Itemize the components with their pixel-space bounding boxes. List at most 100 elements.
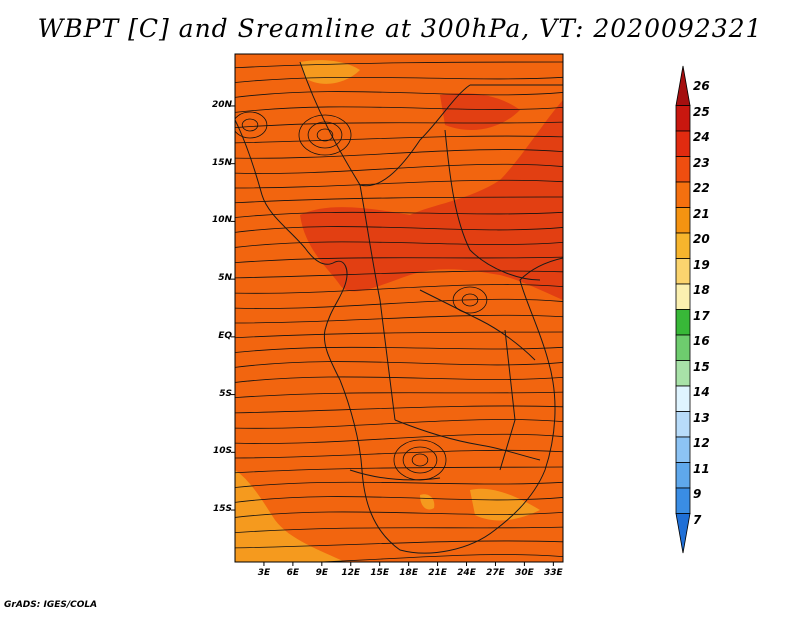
colorbar-swatch xyxy=(675,207,691,234)
streamline xyxy=(235,270,563,279)
colorbar-label: 22 xyxy=(693,181,710,195)
streamline xyxy=(235,135,563,144)
streamline-loop xyxy=(411,453,429,467)
streamline-loop xyxy=(235,111,268,139)
streamline xyxy=(235,163,563,174)
colorbar-swatch xyxy=(675,258,691,285)
streamline-loop xyxy=(307,121,343,149)
credit-text: GrADS: IGES/COLA xyxy=(4,600,98,610)
colorbar-label: 12 xyxy=(693,436,710,450)
colorbar-label: 9 xyxy=(693,487,702,501)
streamline xyxy=(235,91,563,98)
streamline-loop xyxy=(393,439,447,481)
colorbar-label: 7 xyxy=(693,512,702,527)
colorbar-swatch xyxy=(675,65,691,106)
streamline xyxy=(235,449,563,459)
lat-label: 15N xyxy=(211,157,232,168)
streamline xyxy=(235,298,563,309)
coastline-borders xyxy=(235,61,563,554)
lon-label: 15E xyxy=(370,568,390,578)
lat-label: 5S xyxy=(219,388,232,399)
streamline xyxy=(235,256,563,264)
colorbar-swatch xyxy=(675,360,691,387)
streamline xyxy=(235,284,563,294)
lat-label: 10N xyxy=(211,215,232,226)
streamline xyxy=(235,540,563,549)
colorbar-label: 11 xyxy=(693,461,710,476)
wbpt-24c-region xyxy=(300,93,563,300)
lon-label: 24E xyxy=(457,568,476,578)
streamline xyxy=(235,61,563,69)
streamline xyxy=(235,314,563,324)
map-frame xyxy=(234,53,564,563)
colorbar-label: 20 xyxy=(693,232,710,246)
streamline xyxy=(235,196,563,204)
streamlines xyxy=(235,61,563,562)
colorbar-swatch xyxy=(675,130,691,157)
streamline xyxy=(235,433,563,444)
streamline-loop xyxy=(461,293,479,307)
lon-label: 18E xyxy=(399,568,418,578)
streamline xyxy=(235,405,563,414)
streamline-loop xyxy=(452,286,488,314)
colorbar-label: 26 xyxy=(693,79,710,93)
streamline xyxy=(235,481,563,488)
streamline-loop xyxy=(241,118,259,132)
lat-label: 20N xyxy=(211,99,232,110)
colorbar-swatch xyxy=(675,436,691,463)
colorbar-label: 13 xyxy=(693,410,710,425)
colorbar-label: 16 xyxy=(693,334,710,348)
colorbar-swatch xyxy=(675,411,691,438)
colorbar-label: 25 xyxy=(693,104,710,119)
lon-label: 30E xyxy=(515,568,534,578)
lat-label: 15S xyxy=(212,504,232,515)
lon-label: 12E xyxy=(341,568,361,578)
colorbar-label: 15 xyxy=(693,359,710,374)
streamline xyxy=(235,149,563,159)
colorbar-swatch xyxy=(675,487,691,514)
streamline-loop xyxy=(402,446,438,474)
colorbar-swatch xyxy=(675,105,691,132)
streamline-loop xyxy=(316,128,334,142)
lon-label: 21E xyxy=(428,568,447,578)
colorbar-label: 23 xyxy=(693,155,710,170)
chart-title: WBPT [C] and Sreamline at 300hPa, VT: 20… xyxy=(37,14,763,43)
streamline xyxy=(235,496,563,503)
streamline-loop xyxy=(298,114,352,156)
colorbar-label: 19 xyxy=(693,257,710,272)
colorbar-label: 21 xyxy=(693,206,710,221)
streamline xyxy=(308,554,563,562)
streamline xyxy=(235,106,563,113)
lat-label: EQ xyxy=(218,330,232,341)
streamline xyxy=(235,419,563,429)
lon-label: 33E xyxy=(544,568,563,578)
streamline xyxy=(235,466,563,474)
colorbar-swatch xyxy=(675,156,691,183)
streamline xyxy=(235,241,563,248)
colorbar-swatch xyxy=(675,385,691,412)
colorbar-swatch xyxy=(675,232,691,259)
colorbar-swatch xyxy=(675,181,691,208)
lat-label: 10S xyxy=(212,446,232,457)
streamline xyxy=(235,226,563,233)
streamline xyxy=(235,511,563,518)
streamline xyxy=(235,121,563,129)
streamline xyxy=(235,361,563,368)
streamline xyxy=(235,346,563,353)
colorbar-label: 14 xyxy=(693,385,710,399)
lon-label: 27E xyxy=(486,568,505,578)
colorbar-swatch xyxy=(675,283,691,310)
colorbar xyxy=(675,65,691,554)
streamline xyxy=(235,76,563,83)
colorbar-swatch xyxy=(675,334,691,361)
axis-ticks xyxy=(231,105,554,566)
streamline xyxy=(235,211,563,218)
colorbar-swatch xyxy=(675,309,691,336)
map-field xyxy=(235,54,563,562)
streamline xyxy=(235,179,563,189)
streamline xyxy=(235,391,563,399)
colorbar-label: 24 xyxy=(693,130,710,144)
colorbar-label: 17 xyxy=(693,308,710,323)
colorbar-swatch xyxy=(675,462,691,489)
